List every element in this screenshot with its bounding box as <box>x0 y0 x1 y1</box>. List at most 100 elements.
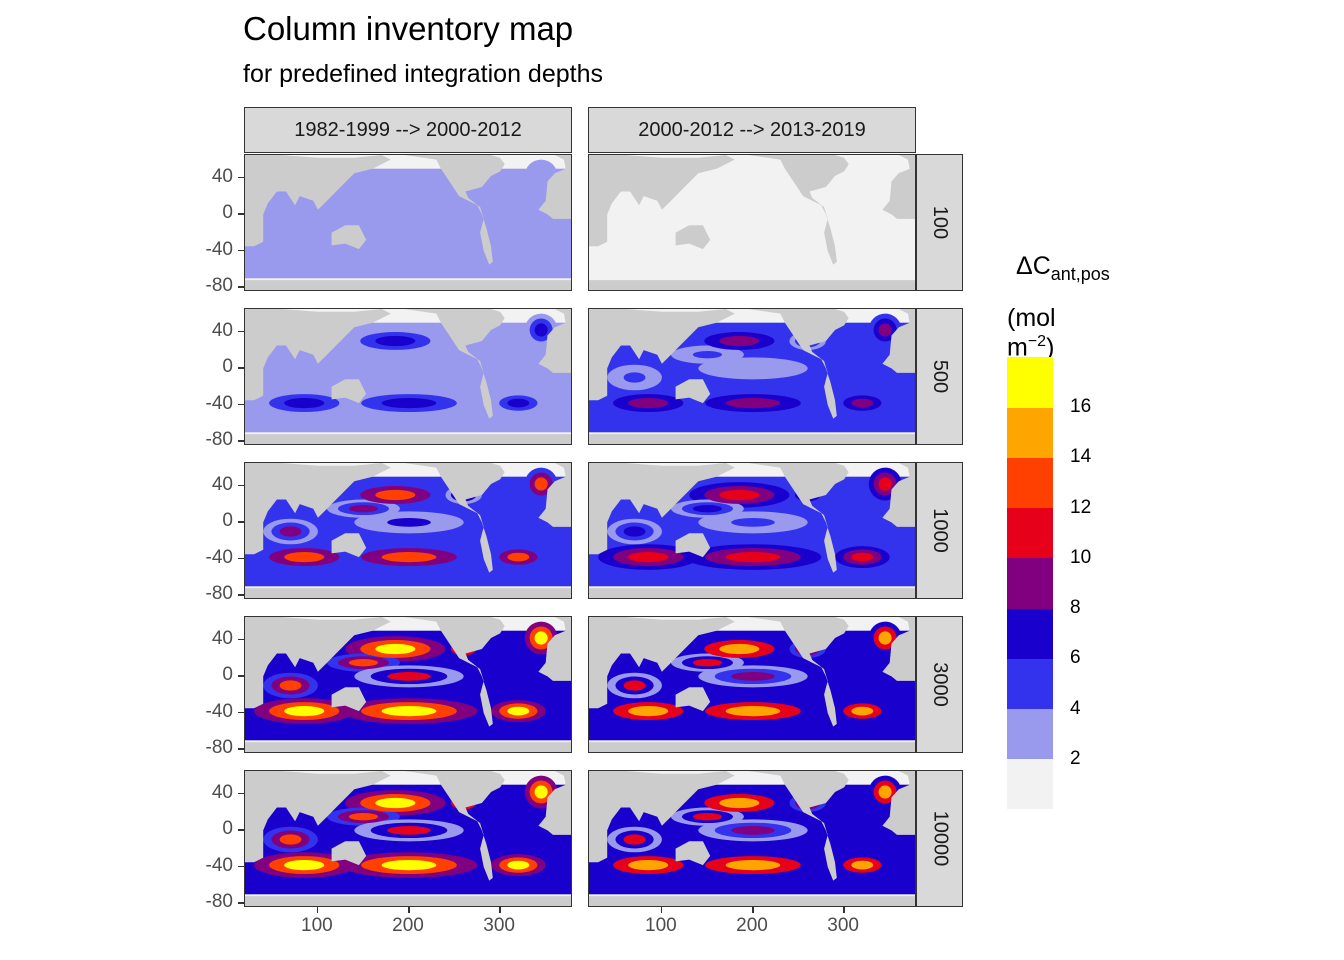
inventory-patch <box>731 671 775 681</box>
land-mask <box>589 434 915 444</box>
y-tick-mark <box>238 367 244 369</box>
land-mask <box>245 617 391 709</box>
y-tick-label: 40 <box>211 319 233 341</box>
map-svg <box>589 155 915 290</box>
land-mask <box>522 463 571 527</box>
inventory-patch <box>279 680 302 691</box>
land-mask <box>589 742 915 752</box>
y-tick-label: 0 <box>222 356 233 378</box>
y-tick-label: -40 <box>205 546 233 568</box>
map-panel-10000 <box>244 770 572 907</box>
land-mask <box>245 896 571 906</box>
land-mask <box>675 687 711 712</box>
x-tick-mark <box>408 907 410 913</box>
land-mask <box>245 434 571 444</box>
inventory-patch <box>381 705 437 717</box>
legend-swatch <box>1007 758 1053 810</box>
x-tick-label: 100 <box>301 915 333 936</box>
inventory-patch <box>851 860 874 870</box>
legend-swatch <box>1007 708 1053 760</box>
inventory-patch <box>381 859 437 871</box>
inventory-patch <box>719 335 760 347</box>
y-tick-mark <box>238 213 244 215</box>
inventory-patch <box>387 209 431 219</box>
x-tick-label: 300 <box>827 915 859 936</box>
land-mask <box>404 463 505 573</box>
map-panel-1000 <box>244 462 572 599</box>
y-tick-mark <box>238 902 244 904</box>
inventory-patch <box>851 398 874 408</box>
x-tick-label: 200 <box>736 915 768 936</box>
legend-break-label: 14 <box>1070 446 1092 468</box>
facet-strip-label: 500 <box>929 359 951 394</box>
land-mask <box>748 463 849 573</box>
inventory-patch <box>507 552 530 562</box>
inventory-patch <box>387 825 431 835</box>
map-panel-100 <box>588 154 916 291</box>
land-mask <box>866 463 915 527</box>
land-mask <box>748 771 849 881</box>
facet-strip-period: 2000-2012 --> 2013-2019 <box>588 107 916 153</box>
y-tick-mark <box>238 484 244 487</box>
map-panel-1000 <box>588 462 916 599</box>
x-tick-label: 100 <box>645 915 677 936</box>
legend-swatch <box>1007 407 1053 458</box>
x-tick-label: 200 <box>392 915 424 936</box>
y-tick-label: -80 <box>205 891 233 913</box>
inventory-patch <box>851 706 874 716</box>
inventory-patch <box>507 860 530 870</box>
y-tick-mark <box>238 521 244 523</box>
land-mask <box>522 155 571 219</box>
legend-break-label: 4 <box>1070 697 1081 719</box>
land-mask <box>748 309 849 419</box>
inventory-patch <box>878 785 892 799</box>
map-svg <box>245 155 571 290</box>
inventory-patch <box>692 813 723 821</box>
inventory-patch <box>731 517 775 527</box>
inventory-patch <box>348 351 379 359</box>
land-mask <box>245 280 571 290</box>
legend-swatch <box>1007 507 1053 559</box>
inventory-patch <box>878 323 892 337</box>
inventory-patch <box>381 551 437 563</box>
y-tick-label: 40 <box>211 473 233 495</box>
facet-strip-period: 1982-1999 --> 2000-2012 <box>244 107 572 153</box>
land-mask <box>589 617 735 709</box>
inventory-patch <box>387 517 431 527</box>
legend-break-label: 2 <box>1070 747 1081 769</box>
inventory-patch <box>692 505 723 513</box>
legend-swatch <box>1007 608 1053 659</box>
inventory-patch <box>507 398 530 408</box>
facet-strip-depth: 1000 <box>916 462 963 599</box>
inventory-patch <box>725 859 781 871</box>
inventory-patch <box>623 834 646 845</box>
inventory-patch <box>279 218 302 229</box>
legend-title-line1: ΔCant,pos <box>1016 252 1110 284</box>
land-mask <box>675 533 711 558</box>
map-panel-100 <box>244 154 572 291</box>
inventory-patch <box>375 797 416 809</box>
inventory-patch <box>719 489 760 501</box>
inventory-patch <box>628 705 669 717</box>
inventory-patch <box>623 680 646 691</box>
inventory-patch <box>725 551 781 563</box>
y-tick-mark <box>238 249 244 252</box>
y-tick-label: 0 <box>222 510 233 532</box>
land-mask <box>331 379 367 404</box>
legend-break-label: 16 <box>1070 396 1092 418</box>
inventory-patch <box>279 526 302 537</box>
inventory-patch <box>284 243 325 255</box>
land-mask <box>331 841 367 866</box>
map-svg <box>589 463 915 598</box>
facet-strip-depth: 100 <box>916 154 963 291</box>
inventory-patch <box>381 243 437 255</box>
land-mask <box>331 533 367 558</box>
y-tick-label: -80 <box>205 583 233 605</box>
x-tick-mark <box>499 907 501 913</box>
facet-strip-label: 1000 <box>929 508 951 553</box>
y-tick-mark <box>238 557 244 560</box>
legend-break-label: 6 <box>1070 647 1081 669</box>
y-tick-label: -80 <box>205 737 233 759</box>
inventory-patch <box>628 551 669 563</box>
y-tick-label: 40 <box>211 627 233 649</box>
